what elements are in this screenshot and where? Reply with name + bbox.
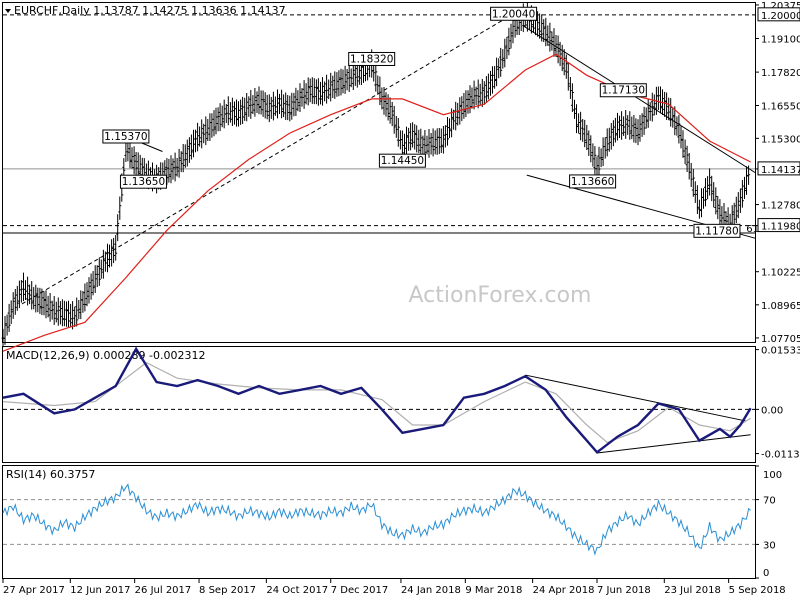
price-ytick-label-2: 1.17820 [761,68,800,79]
price-ytick-label-3: 1.16550 [761,101,800,112]
annotation-label-4: 1.14450 [381,155,424,167]
x-tick-label-8: 24 Apr 2018 [533,585,595,596]
price-ytick-label-4: 1.15300 [761,134,800,145]
price-ytick-box-7 [757,218,800,233]
rsi-panel-frame [2,465,756,579]
annotation-label-1: 1.18320 [350,53,393,65]
rsi-ytick-label-3: 0 [763,568,769,579]
annotation-box-6 [599,83,647,98]
annotation-box-7 [693,223,741,238]
x-tick-label-9: 7 Jun 2018 [597,585,651,596]
price-ytick-box-5 [757,161,800,176]
macd-ytick-label-0: 0.015338 [761,346,800,357]
level-label-box [757,7,800,22]
rsi-ytick-label-0: 100 [763,470,782,481]
rsi-line [2,483,751,556]
watermark-text: ActionForex.com [409,283,592,308]
price-ytick-label-5: 1.14137 [761,165,800,176]
macd-trendline-macd-support [596,434,751,454]
price-ytick-label-8: 1.10225 [761,268,800,279]
x-tick-label-3: 8 Sep 2017 [199,585,256,596]
rsi-ytick-label-2: 30 [763,540,776,551]
x-tick-label-0: 27 Apr 2017 [3,585,65,596]
trendline-falling-resistance [522,24,756,173]
annotation-label-0: 1.20040 [492,8,535,20]
macd-signal-line [2,361,751,444]
x-tick-label-2: 26 Jul 2017 [135,585,192,596]
annotation-box-3 [119,174,167,189]
annotation-box-5 [569,174,617,189]
x-tick-label-1: 12 Jun 2017 [70,585,130,596]
price-ytick-label-7: 1.11980 [761,222,800,233]
macd-plot-layer [2,346,755,454]
macd-ytick-label-1: 0.00 [761,405,783,416]
level-label-1-20000: 1.20000 [761,11,800,22]
price-ytick-label-10: 1.07705 [761,334,800,345]
annotation-label-3: 1.13650 [122,176,165,188]
x-tick-label-7: 9 Mar 2018 [465,585,522,596]
annotation-label-6: 1.17130 [602,85,645,97]
rsi-ytick-label-1: 70 [763,496,776,507]
x-tick-label-11: 5 Sep 2018 [729,585,786,596]
macd-line [2,346,752,454]
annotation-box-0 [490,6,538,21]
price-ytick-label-1: 1.19100 [761,34,800,45]
macd-ytick-label-2: -0.01134 [761,450,800,461]
annotation-box-4 [378,153,426,168]
x-tick-label-4: 24 Oct 2017 [266,585,328,596]
x-tick-label-10: 23 Jul 2018 [664,585,721,596]
price-ytick-label-0: 1.20375 [761,1,800,12]
x-tick-label-5: 7 Dec 2017 [331,585,389,596]
rsi-plot-layer [2,483,755,556]
macd-trendline-macd-resistance [525,374,747,422]
annotation-label-7: 1.11780 [695,225,738,237]
rsi-panel-title: RSI(14) 60.3757 [6,468,95,481]
macd-panel-frame [2,346,756,463]
annotation-label-2: 1.15370 [104,131,147,143]
macd-panel-title: MACD(12,26,9) 0.000289 -0.002312 [6,349,205,362]
price-ytick-label-9: 1.08965 [761,301,800,312]
x-tick-label-6: 24 Jan 2018 [401,585,461,596]
fib-label-61-8: 61.8 [746,224,768,235]
title-arrow-icon [5,9,11,13]
annotation-label-5: 1.13660 [571,176,614,188]
annotation-box-1 [348,51,396,66]
price-plot-layer: 1.20040 1.18320 1.15370 1.13650 1.14450 1.136… [1,2,768,352]
price-panel-title: EURCHF,Daily 1.13787 1.14275 1.13636 1.1… [14,4,286,17]
price-ytick-label-6: 1.12780 [761,201,800,212]
annotation-box-2 [102,129,150,144]
